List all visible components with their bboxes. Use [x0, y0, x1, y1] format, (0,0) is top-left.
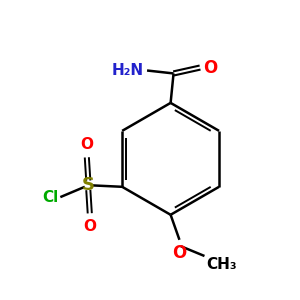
Text: H₂N: H₂N: [112, 63, 144, 78]
Text: O: O: [80, 137, 93, 152]
Text: Cl: Cl: [43, 190, 59, 205]
Text: CH₃: CH₃: [206, 257, 237, 272]
Text: O: O: [172, 244, 187, 262]
Text: O: O: [83, 219, 96, 234]
Text: O: O: [203, 58, 217, 76]
Text: S: S: [82, 176, 95, 194]
